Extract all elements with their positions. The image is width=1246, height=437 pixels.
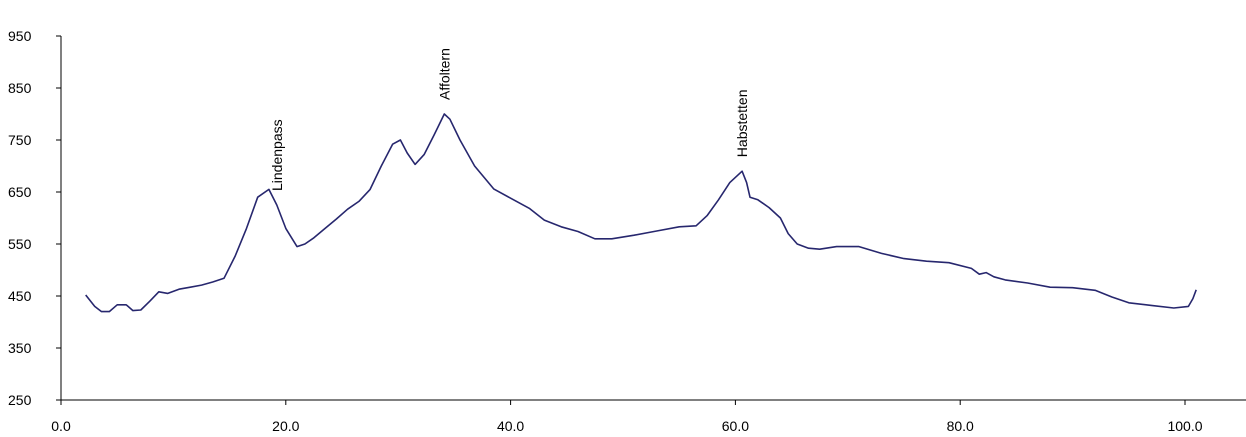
chart-axes <box>61 36 1246 400</box>
series-layer <box>86 114 1197 312</box>
elevation-line <box>86 114 1197 312</box>
y-tick-label: 950 <box>8 28 32 44</box>
x-tick-label: 80.0 <box>947 418 974 434</box>
annotation-layer: Lindenpass Affoltern Habstetten <box>269 48 750 191</box>
y-tick-label: 250 <box>8 392 32 408</box>
x-tick-label: 20.0 <box>272 418 299 434</box>
x-tick-label: 0.0 <box>51 418 71 434</box>
x-tick-label: 60.0 <box>722 418 749 434</box>
peak-annotation: Lindenpass <box>269 119 285 191</box>
y-tick-label: 550 <box>8 236 32 252</box>
y-axis-ticks: 250 350 450 550 650 750 850 950 <box>8 28 61 408</box>
y-tick-label: 850 <box>8 80 32 96</box>
x-tick-label: 100.0 <box>1167 418 1202 434</box>
peak-annotation: Affoltern <box>436 48 452 100</box>
y-tick-label: 650 <box>8 184 32 200</box>
x-axis-ticks: 0.0 20.0 40.0 60.0 80.0 100.0 <box>51 400 1202 434</box>
y-tick-label: 750 <box>8 132 32 148</box>
x-tick-label: 40.0 <box>497 418 524 434</box>
y-tick-label: 350 <box>8 340 32 356</box>
peak-annotation: Habstetten <box>734 89 750 157</box>
y-tick-label: 450 <box>8 288 32 304</box>
